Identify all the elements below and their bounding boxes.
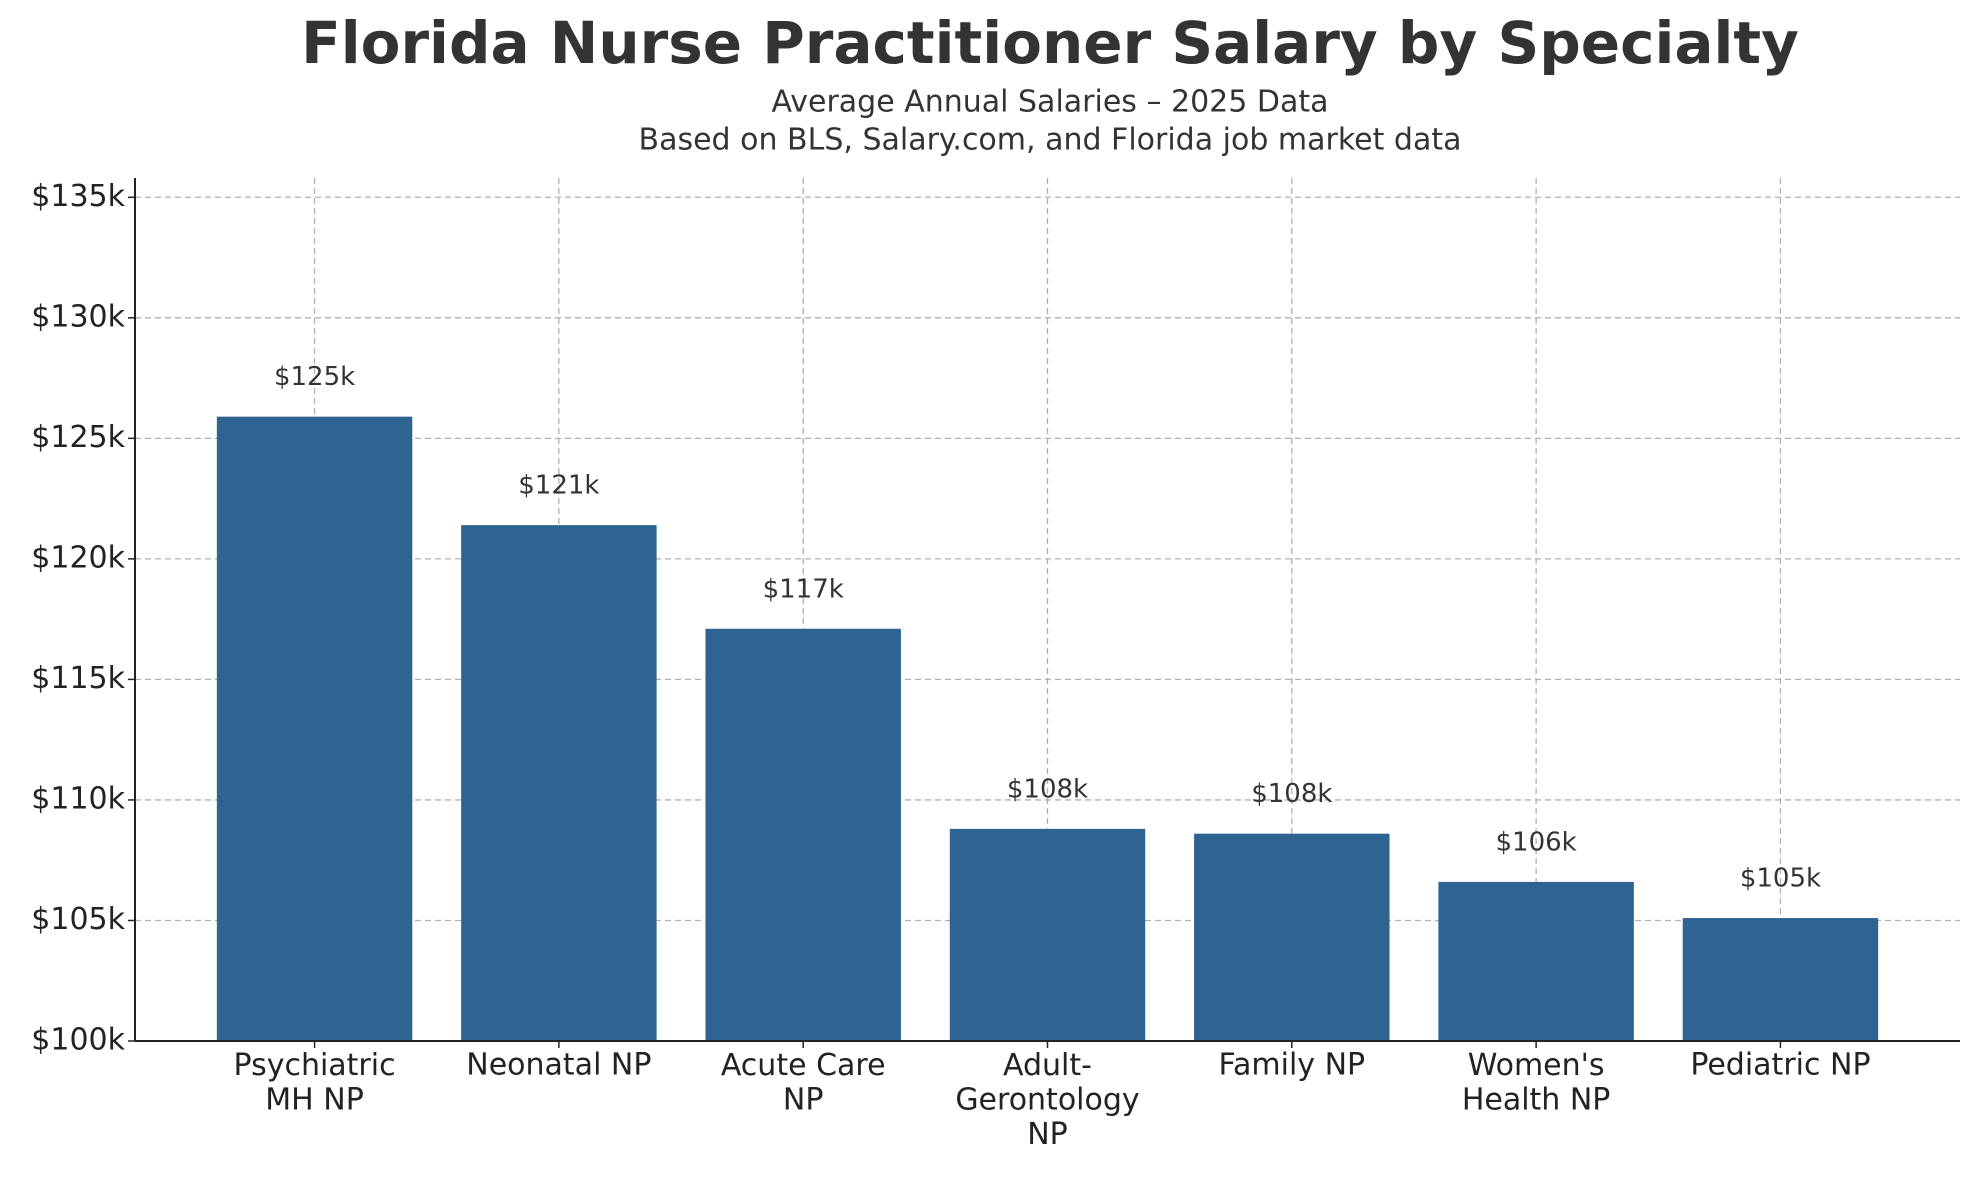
bar	[1194, 833, 1390, 1041]
y-tick-label: $125k	[31, 420, 125, 455]
bar	[1438, 881, 1634, 1041]
x-tick-label: Pediatric NP	[1690, 1048, 1870, 1083]
value-label: $121k	[518, 471, 599, 501]
value-label: $117k	[763, 574, 844, 604]
x-tick-label: Women's Health NP	[1462, 1048, 1611, 1118]
bar	[461, 525, 657, 1041]
y-tick-label: $105k	[31, 902, 125, 937]
value-label: $106k	[1496, 827, 1577, 857]
y-tick-label: $110k	[31, 781, 125, 816]
x-tick-label: Acute Care NP	[721, 1048, 886, 1118]
y-tick-label: $135k	[31, 179, 125, 214]
chart-subtitle: Average Annual Salaries – 2025 Data	[771, 85, 1328, 120]
bar	[216, 416, 413, 1041]
chart-subtitle: Based on BLS, Salary.com, and Florida jo…	[639, 123, 1462, 158]
y-tick-label: $120k	[31, 540, 125, 575]
x-tick-label: Psychiatric MH NP	[234, 1048, 396, 1118]
y-tick-label: $100k	[31, 1023, 125, 1058]
x-tick-label: Neonatal NP	[466, 1048, 651, 1083]
chart-title: Florida Nurse Practitioner Salary by Spe…	[301, 9, 1799, 77]
bar	[949, 828, 1146, 1041]
y-tick-label: $115k	[31, 661, 125, 696]
value-label: $108k	[1251, 779, 1332, 809]
x-tick-label: Adult-Gerontology NP	[955, 1048, 1139, 1152]
value-label: $125k	[274, 362, 355, 392]
value-label: $108k	[1007, 774, 1088, 804]
bar	[1682, 918, 1879, 1041]
x-tick-label: Family NP	[1219, 1048, 1366, 1083]
bar	[705, 628, 901, 1041]
y-tick-label: $130k	[31, 299, 125, 334]
value-label: $105k	[1740, 864, 1821, 894]
